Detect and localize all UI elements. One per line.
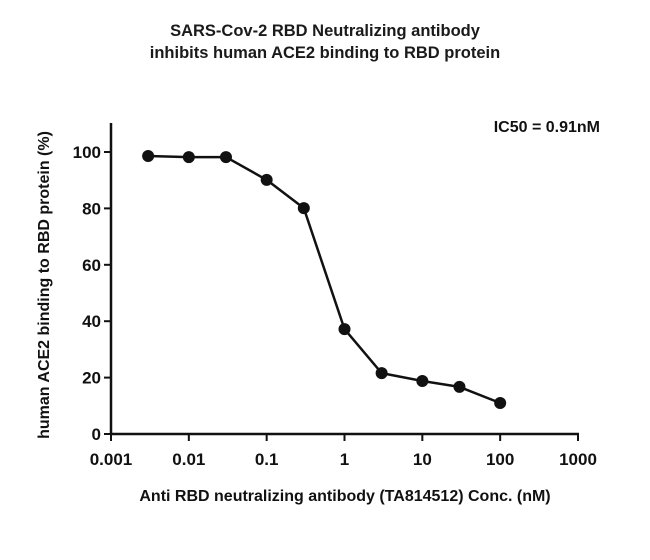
x-tick-label: 1000: [559, 450, 597, 469]
data-point-marker: [142, 149, 155, 162]
x-tick-label: 1: [340, 450, 349, 469]
axes: [109, 123, 579, 436]
y-tick-label: 40: [82, 312, 101, 331]
data-series: [142, 149, 507, 409]
y-axis-label: human ACE2 binding to RBD protein (%): [36, 131, 53, 439]
data-point-marker: [338, 323, 351, 336]
chart-title: SARS-Cov-2 RBD Neutralizing antibody inh…: [0, 20, 650, 64]
x-tick-label: 10: [413, 450, 432, 469]
y-tick-label: 20: [82, 369, 101, 388]
data-point-marker: [416, 374, 429, 387]
chart-title-line-1: SARS-Cov-2 RBD Neutralizing antibody: [170, 22, 480, 40]
axis-ticks: 0 20 40 60 80 100 0.001 0.01 0.1 1 10 100 1000: [73, 143, 597, 469]
ic50-annotation: IC50 = 0.91nM: [494, 119, 600, 136]
data-point-marker: [219, 151, 232, 164]
data-point-marker: [453, 380, 466, 393]
chart-title-line-2: inhibits human ACE2 binding to RBD prote…: [149, 44, 501, 62]
data-point-marker: [182, 151, 195, 164]
data-point-marker: [375, 367, 388, 380]
data-point-marker: [297, 202, 310, 215]
data-point-marker: [494, 396, 507, 409]
y-tick-label: 0: [92, 425, 101, 444]
x-tick-label: 100: [486, 450, 514, 469]
y-tick-label: 100: [73, 143, 101, 162]
y-tick-label: 80: [82, 199, 101, 218]
y-tick-label: 60: [82, 256, 101, 275]
x-tick-label: 0.001: [90, 450, 133, 469]
x-axis-label: Anti RBD neutralizing antibody (TA814512…: [139, 488, 550, 505]
series-line: [148, 154, 501, 405]
x-tick-label: 0.01: [172, 450, 205, 469]
data-point-marker: [260, 173, 273, 186]
x-tick-label: 0.1: [255, 450, 279, 469]
